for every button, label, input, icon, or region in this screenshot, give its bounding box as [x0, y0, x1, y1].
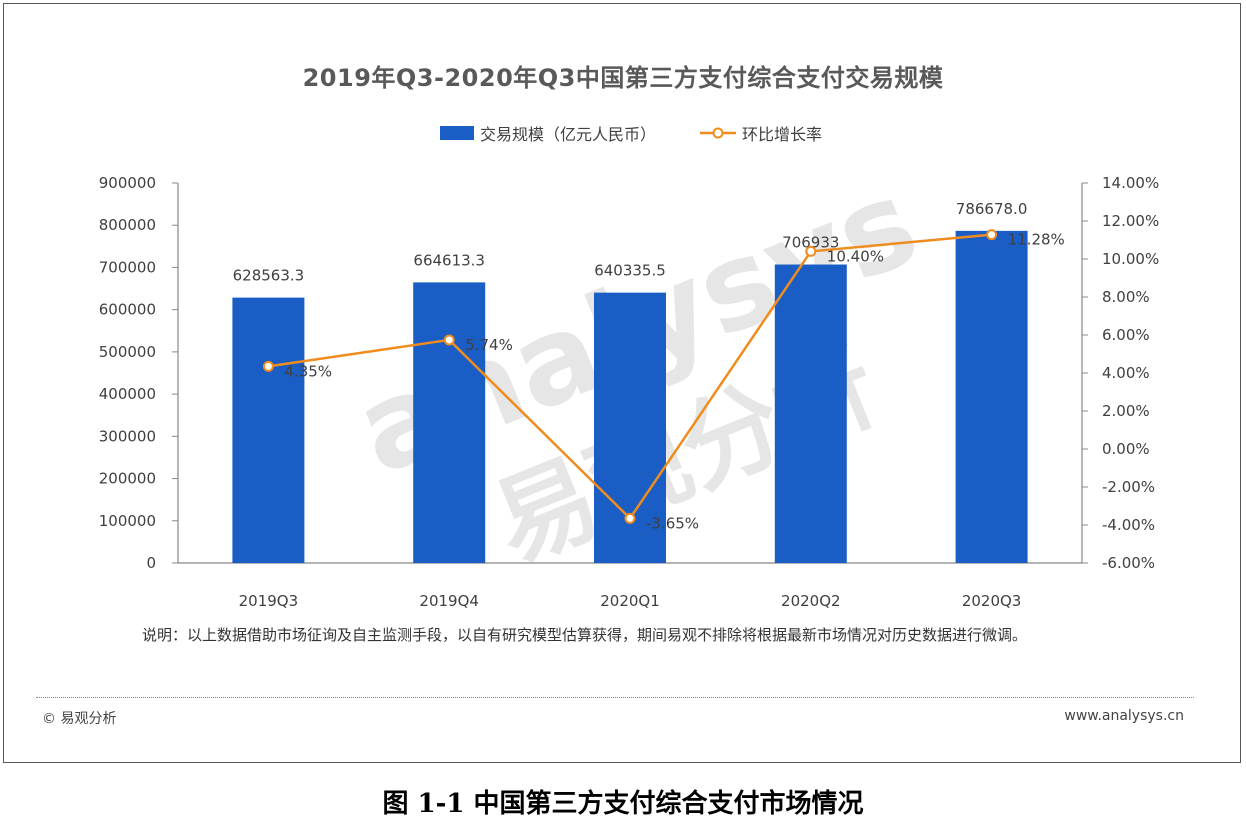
line-point [262, 360, 274, 372]
line-point [805, 245, 817, 257]
y-left-tick-label: 500000 [99, 343, 156, 361]
bar [232, 297, 305, 563]
line-point [443, 334, 455, 346]
legend-line-swatch [700, 127, 737, 139]
y-left-tick-label: 0 [146, 554, 156, 572]
y-left-tick-label: 900000 [99, 174, 156, 192]
line-point [624, 512, 636, 524]
bar-data-label: 706933 [782, 234, 839, 252]
bar-data-label: 640335.5 [594, 262, 666, 280]
x-tick-label: 2020Q3 [962, 592, 1022, 610]
y-left-tick-label: 300000 [99, 427, 156, 445]
legend-line-label: 环比增长率 [742, 125, 823, 144]
legend-bar-label: 交易规模（亿元人民币） [480, 125, 657, 144]
bar [955, 230, 1028, 564]
y-left-tick-label: 800000 [99, 216, 156, 234]
y-right-tick-label: -2.00% [1102, 478, 1155, 496]
bar-data-label: 628563.3 [233, 267, 305, 285]
line-data-label: 11.28% [1008, 231, 1065, 249]
footer-copyright: © 易观分析 [42, 711, 117, 727]
line-data-label: -3.65% [646, 514, 699, 532]
y-right-tick-label: -4.00% [1102, 516, 1155, 534]
x-tick-label: 2019Q3 [239, 592, 299, 610]
y-left-tick-label: 400000 [99, 385, 156, 403]
x-tick-label: 2020Q2 [781, 592, 841, 610]
line-data-label: 5.74% [465, 336, 513, 354]
line-data-label: 10.40% [827, 247, 884, 265]
footer-divider [36, 697, 1194, 698]
x-tick-label: 2019Q4 [419, 592, 479, 610]
y-left-tick-label: 200000 [99, 470, 156, 488]
chart-legend: 交易规模（亿元人民币） 环比增长率 [440, 122, 822, 144]
y-left-tick-label: 100000 [99, 512, 156, 530]
y-right-tick-label: 12.00% [1102, 212, 1159, 230]
y-left-tick-label: 700000 [99, 258, 156, 276]
y-right-tick-label: 6.00% [1102, 326, 1150, 344]
y-right-tick-label: 10.00% [1102, 250, 1159, 268]
footer-website: www.analysys.cn [1064, 708, 1184, 724]
y-right-tick-label: 14.00% [1102, 174, 1159, 192]
legend-line-item: 环比增长率 [700, 121, 822, 145]
y-left-tick-label: 600000 [99, 301, 156, 319]
y-right-tick-label: 0.00% [1102, 440, 1150, 458]
chart-title: 2019年Q3-2020年Q3中国第三方支付综合支付交易规模 [302, 64, 944, 92]
y-right-tick-label: 8.00% [1102, 288, 1150, 306]
chart-note: 说明：以上数据借助市场征询及自主监测手段，以自有研究模型估算获得，期间易观不排除… [142, 626, 1028, 644]
y-right-tick-label: 4.00% [1102, 364, 1150, 382]
legend-bar-swatch [440, 126, 474, 140]
x-tick-label: 2020Q1 [600, 592, 660, 610]
line-data-label: 4.35% [284, 362, 332, 380]
y-right-tick-label: -6.00% [1102, 554, 1155, 572]
bar [413, 282, 486, 563]
bar-data-label: 664613.3 [413, 251, 485, 269]
figure-caption: 图 1-1 中国第三方支付综合支付市场情况 [382, 789, 864, 819]
bar-data-label: 786678.0 [956, 200, 1028, 218]
line-point [986, 229, 998, 241]
bar [774, 264, 847, 563]
y-right-tick-label: 2.00% [1102, 402, 1150, 420]
